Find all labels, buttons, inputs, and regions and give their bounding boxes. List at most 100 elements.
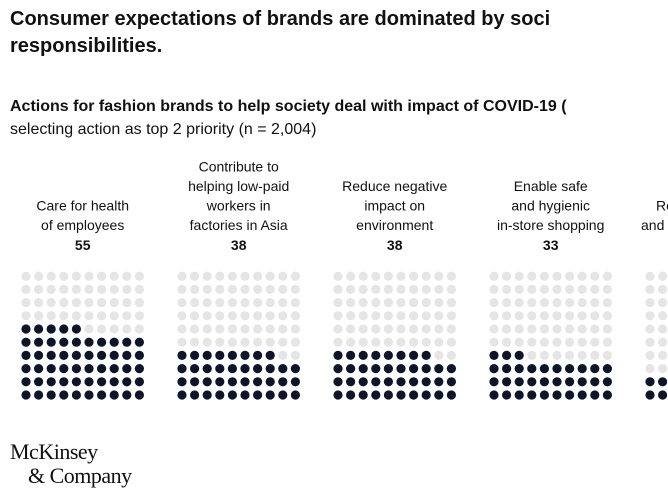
empty-dot [290, 337, 300, 347]
filled-dot [565, 390, 575, 400]
filled-dot [290, 377, 300, 387]
empty-dot [658, 350, 668, 360]
empty-dot [109, 284, 119, 294]
filled-dot [177, 377, 187, 387]
category-label: Reduce negative [342, 178, 447, 194]
filled-dot [46, 364, 56, 374]
empty-dot [97, 311, 107, 321]
empty-dot [658, 298, 668, 308]
empty-dot [371, 298, 381, 308]
filled-dot [434, 364, 444, 374]
empty-dot [383, 337, 393, 347]
empty-dot [446, 324, 456, 334]
filled-dot [46, 377, 56, 387]
empty-dot [227, 311, 237, 321]
empty-dot [71, 298, 81, 308]
empty-dot [71, 284, 81, 294]
filled-dot [577, 364, 587, 374]
empty-dot [645, 324, 655, 334]
empty-dot [527, 337, 537, 347]
filled-dot [122, 350, 132, 360]
empty-dot [358, 284, 368, 294]
empty-dot [552, 350, 562, 360]
filled-dot [265, 350, 275, 360]
filled-dot [34, 350, 44, 360]
empty-dot [358, 271, 368, 281]
empty-dot [122, 284, 132, 294]
filled-dot [134, 377, 144, 387]
empty-dot [590, 284, 600, 294]
empty-dot [190, 271, 200, 281]
empty-dot [396, 271, 406, 281]
empty-dot [333, 271, 343, 281]
filled-dot [409, 350, 419, 360]
empty-dot [253, 324, 263, 334]
empty-dot [421, 311, 431, 321]
empty-dot [253, 271, 263, 281]
empty-dot [253, 284, 263, 294]
filled-dot [346, 377, 356, 387]
empty-dot [552, 311, 562, 321]
empty-dot [202, 284, 212, 294]
empty-dot [514, 284, 524, 294]
filled-dot [658, 377, 668, 387]
empty-dot [658, 284, 668, 294]
filled-dot [34, 324, 44, 334]
empty-dot [489, 284, 499, 294]
empty-dot [565, 337, 575, 347]
filled-dot [658, 390, 668, 400]
empty-dot [577, 271, 587, 281]
filled-dot [489, 377, 499, 387]
filled-dot [333, 364, 343, 374]
filled-dot [84, 390, 94, 400]
empty-dot [21, 284, 31, 294]
empty-dot [134, 284, 144, 294]
empty-dot [84, 324, 94, 334]
empty-dot [421, 337, 431, 347]
empty-dot [215, 311, 225, 321]
filled-dot [265, 364, 275, 374]
empty-dot [59, 298, 69, 308]
filled-dot [215, 364, 225, 374]
empty-dot [658, 324, 668, 334]
empty-dot [502, 324, 512, 334]
empty-dot [645, 311, 655, 321]
empty-dot [59, 284, 69, 294]
empty-dot [97, 284, 107, 294]
filled-dot [97, 377, 107, 387]
empty-dot [421, 284, 431, 294]
filled-dot [71, 350, 81, 360]
empty-dot [396, 337, 406, 347]
empty-dot [290, 284, 300, 294]
filled-dot [265, 377, 275, 387]
filled-dot [202, 350, 212, 360]
empty-dot [278, 337, 288, 347]
empty-dot [409, 337, 419, 347]
empty-dot [240, 324, 250, 334]
filled-dot [590, 390, 600, 400]
empty-dot [421, 324, 431, 334]
filled-dot [109, 390, 119, 400]
empty-dot [84, 311, 94, 321]
empty-dot [227, 298, 237, 308]
empty-dot [371, 284, 381, 294]
empty-dot [109, 311, 119, 321]
filled-dot [177, 364, 187, 374]
filled-dot [71, 390, 81, 400]
filled-dot [514, 364, 524, 374]
empty-dot [565, 271, 575, 281]
filled-dot [59, 350, 69, 360]
filled-dot [446, 377, 456, 387]
empty-dot [527, 298, 537, 308]
empty-dot [383, 298, 393, 308]
filled-dot [21, 377, 31, 387]
empty-dot [383, 311, 393, 321]
filled-dot [202, 377, 212, 387]
empty-dot [109, 271, 119, 281]
empty-dot [202, 337, 212, 347]
empty-dot [278, 271, 288, 281]
filled-dot [421, 350, 431, 360]
empty-dot [84, 284, 94, 294]
empty-dot [97, 298, 107, 308]
empty-dot [552, 298, 562, 308]
